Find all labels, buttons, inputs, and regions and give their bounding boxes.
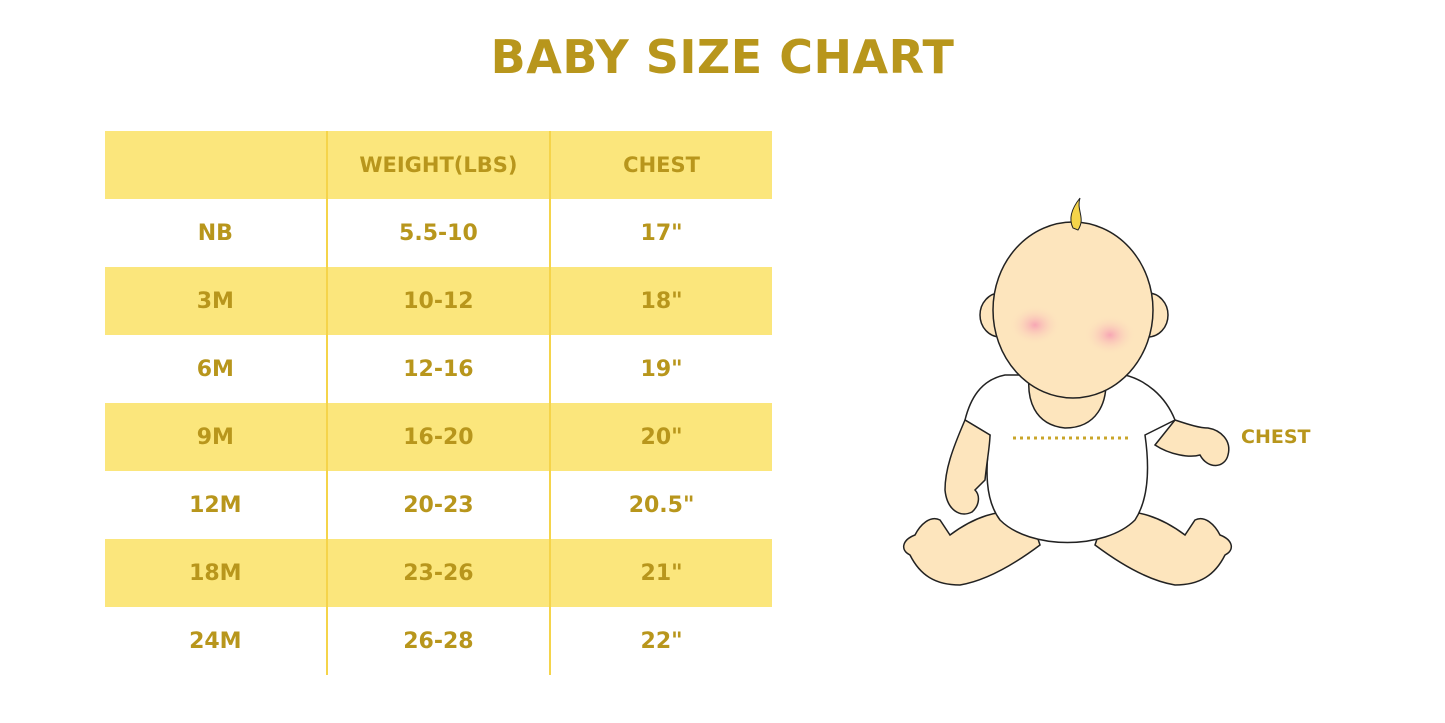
size-cell: 9M [105, 403, 327, 471]
chest-cell: 18" [549, 267, 772, 335]
header-cell: CHEST [549, 131, 772, 199]
table-row: 18M 23-26 21" [105, 539, 772, 607]
size-cell: NB [197, 220, 233, 246]
weight-cell: 12-16 [325, 335, 551, 403]
table-row: NB 5.5-10 17" [105, 199, 772, 267]
table-row: 9M 16-20 20" [105, 403, 772, 471]
chest-cell: 20.5" [549, 471, 772, 539]
weight-cell: 5.5-10 [325, 199, 551, 267]
table-row: 3M 10-12 18" [105, 267, 772, 335]
table-row: 24M 26-28 22" [105, 607, 772, 675]
table-row: 6M 12-16 19" [105, 335, 772, 403]
hair-curl [1070, 197, 1082, 231]
weight-cell: 23-26 [325, 539, 551, 607]
header-cell [105, 131, 327, 199]
table-header-row: WEIGHT(LBS) CHEST [105, 131, 772, 199]
size-table: WEIGHT(LBS) CHEST NB 5.5-10 17" 3M 10-12 18"… [105, 131, 772, 675]
chest-cell: 21" [549, 539, 772, 607]
weight-cell: 10-12 [325, 267, 551, 335]
left-leg [903, 511, 1041, 586]
chest-label: CHEST [1241, 426, 1311, 448]
chest-cell: 20" [549, 403, 772, 471]
size-cell: 3M [105, 267, 327, 335]
right-arm [1153, 419, 1230, 467]
table-row: 12M 20-23 20.5" [105, 471, 772, 539]
weight-cell: 26-28 [325, 607, 551, 675]
baby-illustration [903, 197, 1232, 586]
chest-cell: 17" [549, 199, 772, 267]
page-title: BABY SIZE CHART [490, 30, 955, 84]
weight-cell: 20-23 [325, 471, 551, 539]
size-cell: 12M [189, 492, 242, 518]
chest-cell: 22" [549, 607, 772, 675]
size-cell: 24M [189, 628, 242, 654]
head [992, 221, 1154, 399]
chest-cell: 19" [549, 335, 772, 403]
weight-cell: 16-20 [325, 403, 551, 471]
right-leg [1094, 511, 1232, 586]
header-cell: WEIGHT(LBS) [325, 131, 551, 199]
size-cell: 6M [196, 356, 234, 382]
left-arm [944, 418, 991, 515]
size-cell: 18M [105, 539, 327, 607]
